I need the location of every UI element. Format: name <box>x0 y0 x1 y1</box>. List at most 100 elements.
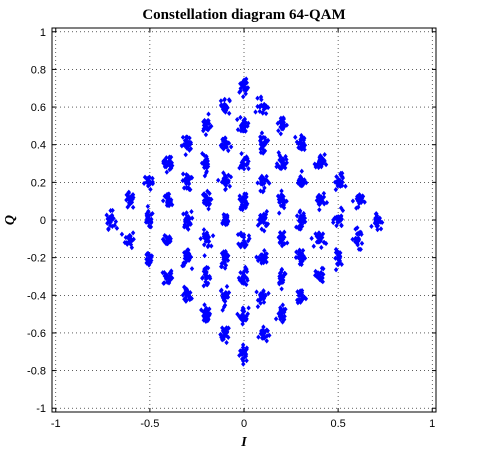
constellation-point <box>108 208 113 214</box>
x-tick-label: -0.5 <box>140 418 159 430</box>
symbol-cluster <box>273 302 288 325</box>
constellation-point <box>242 78 247 85</box>
constellation-point <box>237 165 242 171</box>
constellation-point <box>184 255 190 261</box>
symbol-cluster <box>277 266 288 292</box>
constellation-point <box>225 141 230 147</box>
constellation-points <box>104 76 385 367</box>
constellation-point <box>239 196 244 202</box>
constellation-point <box>210 233 216 239</box>
constellation-point <box>260 255 266 261</box>
constellation-point <box>179 143 185 149</box>
constellation-point <box>264 259 269 265</box>
constellation-point <box>201 313 206 319</box>
symbol-cluster <box>332 170 348 193</box>
constellation-point <box>373 211 379 217</box>
constellation-point <box>238 114 243 121</box>
constellation-point <box>264 327 269 333</box>
constellation-point <box>207 201 213 207</box>
constellation-point <box>185 292 190 298</box>
constellation-point <box>183 249 189 255</box>
constellation-point <box>283 153 288 160</box>
constellation-point <box>180 134 186 140</box>
constellation-point <box>200 275 205 281</box>
y-axis-label: Q <box>3 215 18 225</box>
constellation-point <box>162 273 167 279</box>
constellation-point <box>257 104 263 110</box>
constellation-point <box>188 186 193 193</box>
symbol-cluster <box>236 264 250 288</box>
constellation-point <box>224 104 229 110</box>
symbol-cluster <box>312 151 329 171</box>
constellation-point <box>221 330 227 336</box>
constellation-point <box>235 127 241 133</box>
constellation-point <box>182 138 188 144</box>
y-tick-label: -0.6 <box>27 328 46 340</box>
constellation-point <box>254 289 259 295</box>
constellation-point <box>184 172 189 178</box>
constellation-point <box>204 156 210 162</box>
constellation-point <box>245 277 250 283</box>
constellation-point <box>376 219 382 225</box>
symbol-cluster <box>218 325 231 346</box>
constellation-point <box>333 255 338 261</box>
symbol-cluster <box>179 134 194 158</box>
constellation-point <box>126 189 131 195</box>
constellation-point <box>259 328 264 334</box>
constellation-point <box>147 181 153 187</box>
constellation-point <box>222 302 228 308</box>
constellation-point <box>318 275 324 281</box>
constellation-point <box>238 269 243 276</box>
symbol-cluster <box>275 188 289 216</box>
x-tick-label: 0.5 <box>330 418 345 430</box>
constellation-point <box>244 269 250 275</box>
constellation-point <box>106 226 111 233</box>
constellation-point <box>219 179 225 185</box>
constellation-point <box>359 240 365 247</box>
constellation-point <box>183 298 189 304</box>
constellation-point <box>181 211 186 217</box>
constellation-point <box>204 264 209 271</box>
constellation-point <box>298 213 304 219</box>
symbol-cluster <box>180 171 195 193</box>
constellation-point <box>149 254 154 260</box>
constellation-point <box>183 152 188 158</box>
constellation-point <box>299 168 304 174</box>
x-tick-label: -1 <box>51 418 61 430</box>
constellation-point <box>240 342 246 348</box>
constellation-point <box>316 239 321 245</box>
constellation-point <box>355 241 360 247</box>
constellation-point <box>334 174 339 180</box>
constellation-point <box>237 314 242 320</box>
constellation-point <box>244 275 250 281</box>
symbol-cluster <box>333 246 344 273</box>
constellation-point <box>261 335 267 341</box>
constellation-point <box>277 165 283 171</box>
constellation-point <box>299 183 304 189</box>
constellation-point <box>282 161 288 167</box>
constellation-point <box>204 238 209 244</box>
constellation-point <box>338 171 343 178</box>
constellation-point <box>185 219 190 225</box>
symbol-cluster <box>160 268 175 286</box>
constellation-point <box>261 324 266 330</box>
constellation-point <box>246 158 251 164</box>
constellation-point <box>321 271 326 277</box>
constellation-point <box>148 212 154 218</box>
constellation-point <box>187 297 193 303</box>
constellation-point <box>223 257 229 263</box>
constellation-point <box>301 210 306 217</box>
constellation-point <box>294 249 299 255</box>
constellation-point <box>206 238 212 244</box>
symbol-cluster <box>201 111 214 138</box>
constellation-point <box>242 240 248 246</box>
symbol-cluster <box>144 250 154 268</box>
y-tick-label: 0.6 <box>31 102 46 114</box>
constellation-point <box>222 220 227 226</box>
constellation-point <box>262 248 267 254</box>
symbol-cluster <box>254 288 271 310</box>
constellation-point <box>164 169 170 175</box>
symbol-cluster <box>293 132 308 153</box>
constellation-point <box>223 142 228 148</box>
constellation-point <box>240 83 246 89</box>
